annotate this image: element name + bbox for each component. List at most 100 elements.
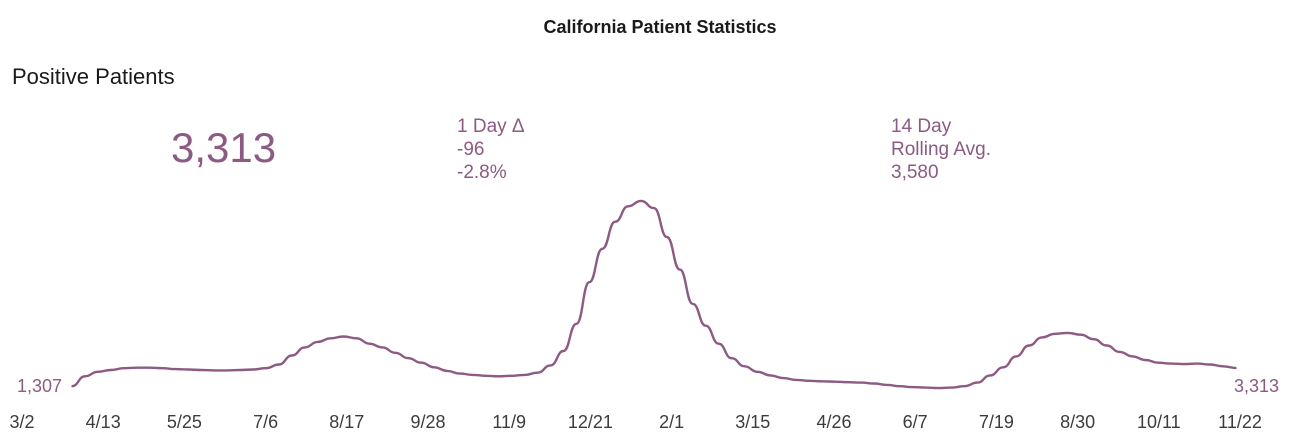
data-point [265,367,267,370]
data-point [523,374,526,376]
data-point [717,342,720,345]
data-point [963,385,966,388]
data-point [976,381,979,384]
x-tick-label: 7/19 [979,412,1014,432]
x-tick-label: 11/9 [492,412,526,432]
data-point [459,372,461,375]
data-point [407,357,410,360]
data-point [1118,351,1121,353]
data-point [847,381,849,384]
data-point [110,369,112,371]
data-point [226,369,228,372]
data-point [304,346,306,349]
data-point [213,369,216,372]
x-tick-label: 8/30 [1060,412,1095,432]
series-line [71,199,1237,390]
x-tick-label: 2/1 [659,412,684,432]
data-point [355,337,358,340]
data-point [808,380,810,382]
data-point [679,268,681,271]
x-tick-label: 11/22 [1218,412,1262,432]
data-point [627,205,629,208]
data-point [860,381,862,384]
end-value-label: 3,313 [1234,376,1279,396]
data-point [769,374,772,377]
day-change-percent: -2.8% [457,162,507,183]
data-point [1067,332,1069,334]
data-point [601,248,604,250]
data-point [1080,333,1082,336]
data-point [1170,362,1173,365]
data-point [1028,344,1030,347]
rolling-avg-label-line2: Rolling Avg. [891,139,991,160]
data-point [498,375,500,378]
x-tick-label: 8/17 [329,412,364,432]
x-tick-label: 3/2 [9,412,34,432]
data-point [549,364,552,367]
data-point [135,366,138,369]
x-tick-label: 9/28 [410,412,445,432]
data-point [485,375,487,377]
day-change-label: 1 Day Δ [457,116,525,137]
data-point [730,357,733,360]
page-title: California Patient Statistics [543,17,777,37]
data-point [1092,338,1095,341]
data-point [472,374,474,376]
data-point [148,366,151,369]
data-point [614,220,616,223]
data-point [381,346,384,349]
data-point [394,352,397,354]
data-point [886,384,888,386]
data-point [1157,361,1160,364]
day-change-value: -96 [457,139,485,160]
x-tick-label: 7/6 [253,412,278,432]
data-point [187,368,190,371]
data-point [1222,365,1224,368]
data-point [911,386,914,388]
data-point [536,371,539,374]
data-point [510,375,513,377]
data-point [71,385,73,388]
data-point [342,335,345,338]
data-point [1015,355,1017,358]
data-point [252,368,254,371]
data-point [795,379,798,381]
x-tick-label: 12/21 [568,412,613,432]
data-point [640,200,642,202]
data-point [821,380,823,383]
data-point [692,303,694,305]
data-point [316,341,319,343]
data-point [1041,336,1043,339]
day-change-block: 1 Day Δ -96 -2.8% [457,115,525,184]
data-point [239,369,241,371]
x-tick-label: 10/11 [1137,412,1181,432]
data-point [174,368,177,370]
x-tick-label: 5/25 [167,412,202,432]
data-point [704,324,707,327]
x-tick-label: 4/26 [816,412,851,432]
data-point [834,380,836,383]
x-axis-ticks: 3/2 4/13 5/25 7/6 8/17 9/28 11/9 12/21 2/1 3/15 4/… [9,412,1261,432]
data-point [653,207,655,209]
data-point [873,382,875,385]
start-value-label: 1,307 [17,376,62,396]
data-point [950,386,953,389]
data-point [1054,333,1056,335]
data-point [756,371,759,373]
data-point [97,371,99,373]
series-layer [71,199,1237,390]
data-point [1183,363,1186,365]
section-title: Positive Patients [12,64,175,89]
x-tick-label: 4/13 [86,412,121,432]
rolling-avg-value: 3,580 [891,162,939,183]
data-point [278,363,280,366]
data-point [368,342,371,345]
data-point [1131,355,1134,358]
data-point [161,367,164,370]
data-point [782,377,785,379]
data-point [122,367,125,370]
data-point [433,366,435,369]
data-point [575,323,578,325]
data-point [1196,362,1198,365]
